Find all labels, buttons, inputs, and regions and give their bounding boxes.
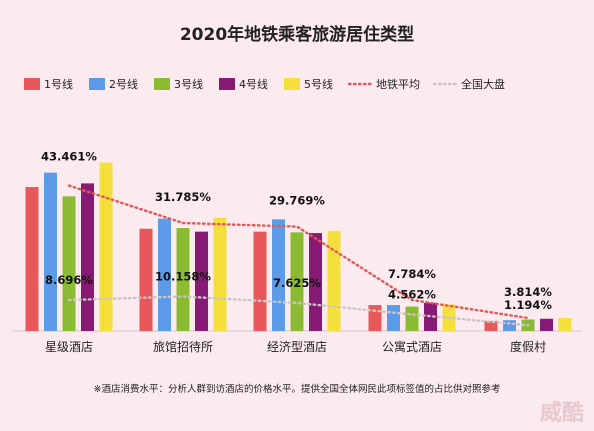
legend-swatch-2 — [89, 78, 105, 90]
legend-swatch-5 — [284, 78, 300, 90]
annotation-bottom-3: 7.625% — [273, 276, 321, 290]
annotation-bottom-5: 1.194% — [504, 298, 552, 312]
bar-1-3 — [62, 196, 76, 331]
bar-2-5 — [213, 217, 227, 331]
category-label-5: 度假村 — [510, 339, 546, 354]
bar-2-1 — [139, 228, 153, 331]
chart-legend: 1号线 2号线 3号线 4号线 5号线 地铁平均 全国大盘 — [24, 77, 505, 91]
bar-1-4 — [81, 183, 94, 331]
legend-swatch-3 — [154, 78, 170, 90]
annotation-bottom-4: 4.562% — [388, 287, 436, 301]
bar-2-2 — [158, 218, 171, 331]
chart-title: 2020年地铁乘客旅游居住类型 — [180, 24, 414, 45]
legend-label-2: 2号线 — [109, 77, 138, 91]
legend-label-5: 5号线 — [304, 77, 333, 91]
legend-line-label-1: 地铁平均 — [376, 78, 420, 91]
annotation-top-4: 7.784% — [388, 267, 436, 281]
annotation-top-5: 3.814% — [504, 285, 552, 299]
line-2 — [67, 295, 530, 327]
bar-3-5 — [327, 230, 341, 331]
bar-group — [25, 162, 572, 331]
bar-4-2 — [387, 305, 400, 331]
bar-5-1 — [484, 320, 498, 331]
bar-1-5 — [99, 162, 113, 331]
category-label-2: 旅馆招待所 — [153, 339, 213, 354]
bar-5-4 — [540, 318, 553, 331]
watermark-logo: 威酷 — [540, 400, 584, 426]
legend-label-4: 4号线 — [239, 77, 268, 91]
bar-4-3 — [405, 306, 419, 331]
annotation-top-3: 29.769% — [269, 194, 325, 208]
bar-5-5 — [558, 318, 572, 331]
bar-3-1 — [253, 231, 267, 331]
bar-3-3 — [290, 232, 304, 331]
bar-5-2 — [503, 320, 516, 331]
category-labels: 星级酒店 旅馆招待所 经济型酒店 公寓式酒店 度假村 — [45, 339, 546, 354]
legend-swatch-4 — [219, 78, 235, 90]
annotation-top-2: 31.785% — [155, 190, 211, 204]
bar-1-2 — [44, 172, 57, 331]
bar-4-4 — [424, 302, 437, 331]
line-group — [67, 184, 530, 327]
legend-label-3: 3号线 — [174, 77, 203, 91]
category-label-3: 经济型酒店 — [267, 339, 327, 354]
legend-swatch-1 — [24, 78, 40, 90]
category-label-4: 公寓式酒店 — [382, 339, 442, 354]
bar-2-4 — [195, 231, 208, 331]
footnote: ※酒店消费水平：分析人群到访酒店的价格水平。提供全国全体网民此项标签值的占比供对… — [94, 383, 501, 395]
bar-1-1 — [25, 187, 39, 331]
category-label-1: 星级酒店 — [45, 340, 93, 354]
annotation-group: 43.461% 8.696% 31.785% 10.158% 29.769% 7.625%… — [41, 150, 552, 313]
legend-line-label-2: 全国大盘 — [461, 77, 505, 91]
bar-3-2 — [272, 219, 285, 331]
annotation-top-1: 43.461% — [41, 150, 97, 164]
annotation-bottom-1: 8.696% — [45, 273, 93, 287]
bar-2-3 — [176, 228, 190, 331]
bar-3-4 — [309, 233, 322, 331]
annotation-bottom-2: 10.158% — [155, 269, 211, 283]
bar-4-1 — [368, 305, 382, 331]
line-1 — [67, 184, 530, 320]
legend-label-1: 1号线 — [44, 77, 73, 91]
